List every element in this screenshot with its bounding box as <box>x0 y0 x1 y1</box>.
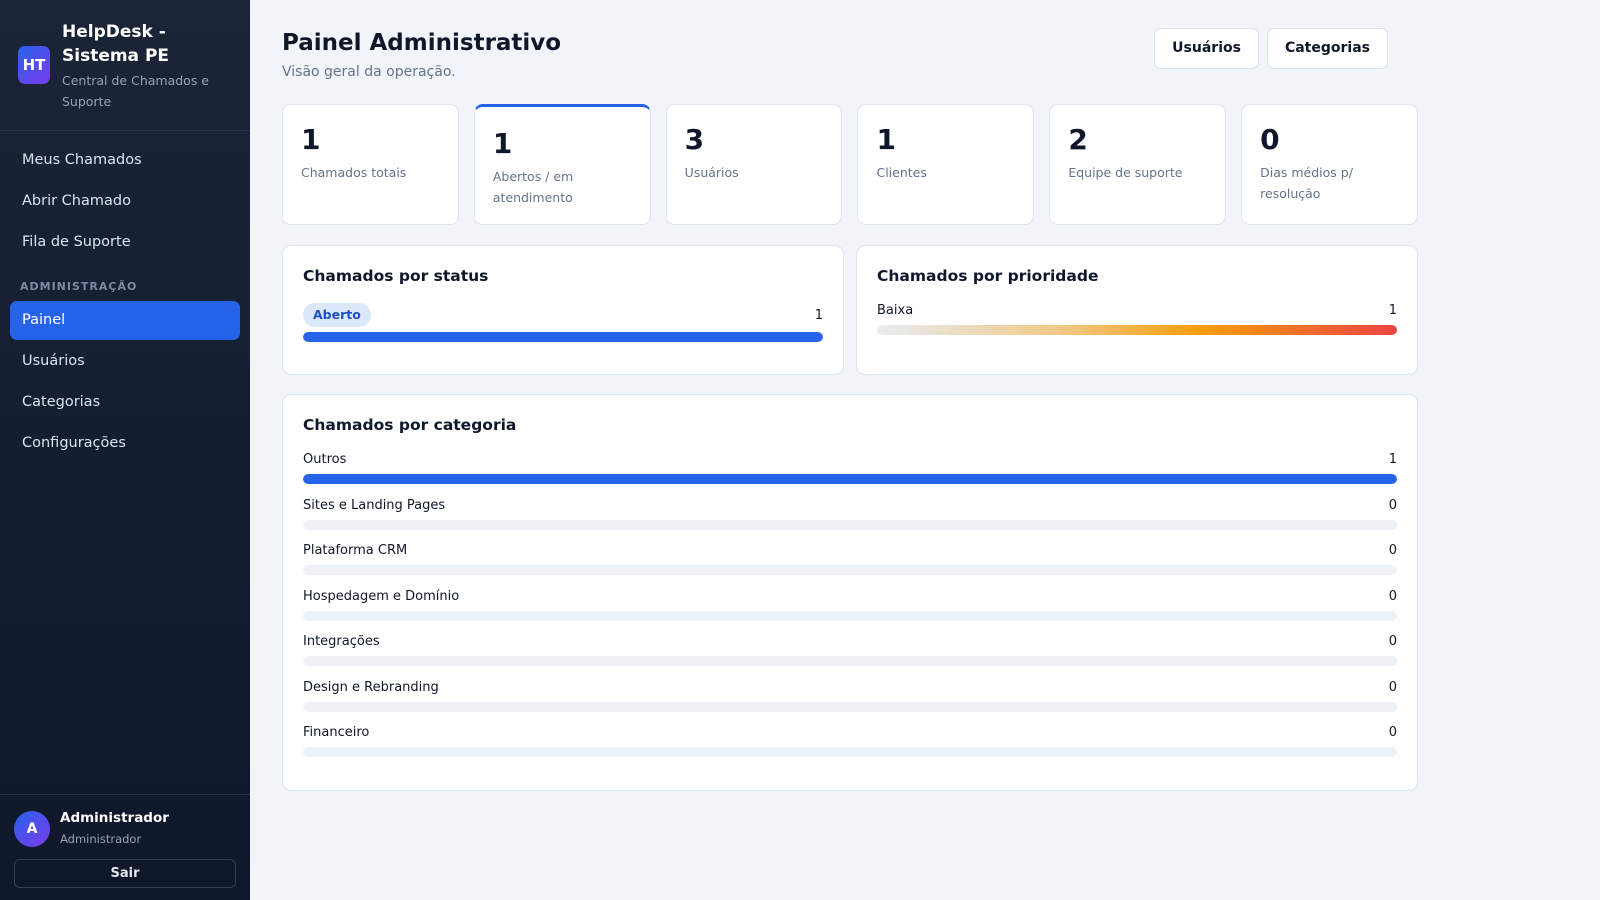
stat-value: 1 <box>876 123 896 156</box>
panel-title: Chamados por prioridade <box>877 267 1099 285</box>
category-row: Outros 1 <box>303 452 1397 498</box>
category-row: Hospedagem e Domínio 0 <box>303 589 1397 635</box>
stat-value: 1 <box>492 127 513 160</box>
stat-label: Chamados totais <box>301 165 407 180</box>
priority-row: Baixa 1 <box>877 303 1397 335</box>
user-name: Administrador <box>60 810 169 826</box>
panel-title: Chamados por categoria <box>303 416 517 434</box>
sidebar-section-admin: ADMINISTRAÇÃO <box>20 280 138 293</box>
sidebar-item-abrir-chamado[interactable]: Abrir Chamado <box>22 193 131 209</box>
sidebar-nav: Meus Chamados Abrir Chamado Fila de Supo… <box>0 131 250 463</box>
category-row: Plataforma CRM 0 <box>303 543 1397 589</box>
stat-card-clients: 1 Clientes <box>857 104 1035 225</box>
category-label: Hospedagem e Domínio <box>303 588 460 604</box>
category-label: Sites e Landing Pages <box>303 497 446 513</box>
main-content: Painel Administrativo Visão geral da ope… <box>250 0 1600 900</box>
sidebar-item-configuracoes[interactable]: Configurações <box>22 435 126 451</box>
category-label: Financeiro <box>303 725 370 740</box>
sidebar-item-meus-chamados[interactable]: Meus Chamados <box>22 152 142 168</box>
category-label: Integrações <box>303 634 380 649</box>
priority-panel: Chamados por prioridade Baixa 1 <box>856 245 1418 375</box>
status-badge: Aberto <box>303 303 371 327</box>
status-panel: Chamados por status Aberto 1 <box>282 245 844 375</box>
stat-label: Equipe de suporte <box>1068 165 1183 180</box>
stat-value: 2 <box>1068 123 1088 156</box>
stat-label: Clientes <box>876 165 927 180</box>
category-row: Sites e Landing Pages 0 <box>303 498 1397 544</box>
category-bar-fill <box>303 474 1397 484</box>
avatar: A <box>14 811 50 847</box>
category-row: Financeiro 0 <box>303 725 1397 771</box>
category-label: Design e Rebranding <box>303 679 439 695</box>
category-bar-track <box>303 474 1397 484</box>
category-count: 0 <box>1388 634 1397 649</box>
priority-count: 1 <box>1388 303 1397 318</box>
stat-card-total: 1 Chamados totais <box>282 104 459 225</box>
sidebar: HT HelpDesk - Sistema PE Central de Cham… <box>0 0 250 900</box>
category-count: 0 <box>1388 725 1397 740</box>
stat-label: Dias médios p/ resolução <box>1260 165 1353 201</box>
brand: HT HelpDesk - Sistema PE Central de Cham… <box>0 0 250 131</box>
status-bar-fill <box>303 332 823 342</box>
stat-value: 3 <box>684 123 705 156</box>
priority-label: Baixa <box>877 303 914 318</box>
page-title: Painel Administrativo <box>282 30 562 56</box>
categories-button[interactable]: Categorias <box>1266 28 1388 69</box>
status-count: 1 <box>814 307 823 323</box>
category-count: 0 <box>1388 497 1397 513</box>
stat-card-support-team: 2 Equipe de suporte <box>1049 104 1227 225</box>
category-bar-track <box>303 565 1397 575</box>
priority-bar-track <box>877 325 1397 335</box>
logout-button[interactable]: Sair <box>14 859 236 888</box>
category-label: Outros <box>303 452 347 467</box>
category-count: 0 <box>1388 588 1397 604</box>
user-role: Administrador <box>60 832 142 846</box>
priority-bar-fill <box>877 325 1397 335</box>
header-actions: Usuários Categorias <box>1154 28 1388 69</box>
sidebar-item-fila-de-suporte[interactable]: Fila de Suporte <box>22 234 131 250</box>
category-count: 0 <box>1388 543 1397 558</box>
stat-card-users: 3 Usuários <box>665 104 843 225</box>
stat-label: Usuários <box>684 165 739 180</box>
panel-title: Chamados por status <box>303 267 489 285</box>
category-bar-track <box>303 701 1397 712</box>
sidebar-item-categorias[interactable]: Categorias <box>22 394 101 410</box>
stats-row: 1 Chamados totais 1 Abertos / em atendim… <box>282 104 1418 225</box>
category-count: 0 <box>1388 679 1397 695</box>
category-panel: Chamados por categoria Outros 1 Sites e L… <box>282 394 1418 791</box>
stat-card-avg-days: 0 Dias médios p/ resolução <box>1241 104 1418 225</box>
user-box: A Administrador Administrador Sair <box>0 794 250 900</box>
brand-logo: HT <box>18 46 50 84</box>
category-row: Design e Rebranding 0 <box>303 680 1397 726</box>
category-bar-track <box>303 656 1397 666</box>
status-row: Aberto 1 <box>303 303 823 342</box>
category-label: Plataforma CRM <box>303 543 408 558</box>
status-bar-track <box>303 332 823 342</box>
brand-title: HelpDesk - Sistema PE <box>62 22 170 66</box>
category-bar-track <box>303 747 1397 757</box>
category-count: 1 <box>1388 452 1397 467</box>
stat-value: 0 <box>1260 123 1280 156</box>
stat-value: 1 <box>301 123 321 156</box>
category-bar-track <box>303 610 1397 621</box>
stat-label: Abertos / em atendimento <box>492 169 574 205</box>
page-subtitle: Visão geral da operação. <box>282 64 456 80</box>
category-list: Outros 1 Sites e Landing Pages 0 Plataform… <box>303 452 1397 771</box>
stat-card-open: 1 Abertos / em atendimento <box>473 104 651 225</box>
sidebar-item-usuarios[interactable]: Usuários <box>22 353 85 369</box>
brand-subtitle: Central de Chamados e Suporte <box>62 73 209 109</box>
category-row: Integrações 0 <box>303 634 1397 680</box>
sidebar-item-painel[interactable]: Painel <box>10 301 240 340</box>
users-button[interactable]: Usuários <box>1154 28 1259 69</box>
category-bar-track <box>303 519 1397 530</box>
